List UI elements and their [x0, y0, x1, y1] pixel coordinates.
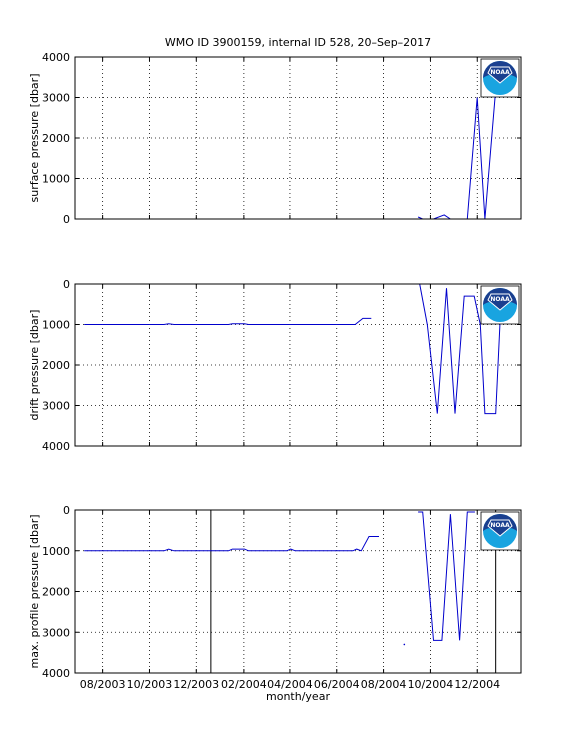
grid — [75, 284, 521, 446]
logo-bird — [487, 66, 513, 84]
grid — [75, 57, 521, 219]
y-axis-label: drift pressure [dbar] — [28, 310, 41, 421]
y-tick-label: 0 — [63, 278, 70, 291]
y-tick-label: 4000 — [42, 667, 70, 680]
axes-box — [74, 283, 522, 447]
y-axis-label: max. profile pressure [dbar] — [28, 514, 41, 668]
panel-max_profile: 0 1000 2000 3000 4000 08/2003 10/2003 12/2003 02… — [28, 504, 522, 691]
y-axis-label: surface pressure [dbar] — [28, 74, 41, 203]
x-axis-label: month/year — [266, 690, 330, 703]
grid — [75, 510, 521, 673]
x-tick-label: 08/2004 — [361, 678, 407, 691]
x-tick-label: 12/2004 — [454, 678, 500, 691]
y-tick-label: 4000 — [42, 440, 70, 453]
y-tick-label: 4000 — [42, 51, 70, 64]
series-line-drift — [84, 317, 372, 325]
logo-text: NOAA — [490, 69, 510, 76]
series-line-max_profile — [418, 511, 475, 641]
series-line-max_profile — [84, 536, 379, 552]
noaa-logo: NOAA — [480, 285, 520, 325]
logo-bird — [487, 519, 513, 537]
x-tick-label: 02/2004 — [221, 678, 267, 691]
logo-bird — [487, 293, 513, 311]
x-tick-label: 10/2003 — [127, 678, 173, 691]
panel-drift: 0 1000 2000 3000 4000 drift pressure [dbar] NO… — [28, 278, 522, 453]
figure-title: WMO ID 3900159, internal ID 528, 20–Sep–… — [165, 36, 431, 49]
series-line-surface — [417, 89, 497, 220]
x-tick-label: 10/2004 — [408, 678, 454, 691]
y-tick-label: 2000 — [42, 586, 70, 599]
noaa-logo: NOAA — [480, 511, 520, 551]
x-tick-label: 08/2003 — [80, 678, 126, 691]
y-tick-label: 1000 — [42, 319, 70, 332]
y-tick-label: 2000 — [42, 359, 70, 372]
x-tick-label: 04/2004 — [267, 678, 313, 691]
y-tick-label: 0 — [63, 504, 70, 517]
x-tick-label: 06/2004 — [314, 678, 360, 691]
axes-box — [74, 509, 522, 674]
y-tick-label: 3000 — [42, 400, 70, 413]
logo-text: NOAA — [490, 296, 510, 303]
series-line-drift — [419, 283, 501, 415]
y-tick-label: 2000 — [42, 132, 70, 145]
y-tick-label: 1000 — [42, 545, 70, 558]
y-tick-label: 3000 — [42, 92, 70, 105]
y-tick-label: 3000 — [42, 626, 70, 639]
y-tick-label: 0 — [63, 213, 70, 226]
y-tick-label: 1000 — [42, 173, 70, 186]
x-tick-label: 12/2003 — [173, 678, 219, 691]
logo-text: NOAA — [490, 522, 510, 529]
noaa-logo: NOAA — [480, 58, 520, 98]
data-point — [403, 643, 406, 646]
axes-box — [74, 56, 522, 220]
